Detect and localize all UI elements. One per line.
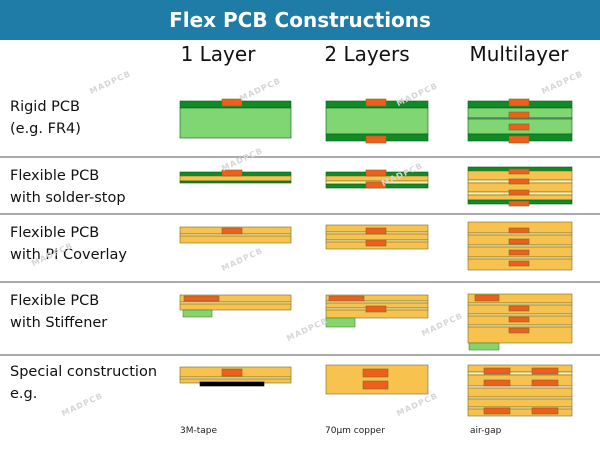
tape-layer (199, 381, 265, 387)
row-label-line: Flexible PCB (10, 225, 100, 241)
row-label-line: with PI Coverlay (10, 247, 127, 263)
stiffener (182, 309, 213, 318)
copper-pad (365, 169, 387, 177)
copper-pad (328, 295, 365, 302)
footnote-70um-copper: 70µm copper (325, 426, 385, 436)
polyimide-layer (467, 387, 573, 398)
column-header-1-layer: 1 Layer (180, 42, 256, 66)
soldermask-layer (179, 180, 292, 184)
copper-pad (221, 98, 243, 107)
row-separator (0, 156, 600, 158)
copper-pad (508, 200, 530, 207)
polyimide-layer (467, 194, 573, 201)
polyimide-layer (325, 175, 429, 182)
copper-pad (365, 227, 387, 235)
adhesive-layer (179, 233, 292, 237)
polyimide-layer (179, 303, 292, 311)
copper-pad (531, 379, 559, 387)
copper-pad (362, 368, 389, 378)
copper-pad (483, 367, 511, 375)
copper-pad (365, 305, 387, 313)
copper-pad (365, 181, 387, 189)
polyimide-layer (467, 326, 573, 344)
copper-pad (508, 189, 530, 196)
polyimide-layer (467, 408, 573, 417)
title-banner: Flex PCB Constructions (0, 0, 600, 40)
polyimide-layer (179, 235, 292, 244)
adhesive-layer (467, 232, 573, 236)
copper-pad (508, 327, 530, 334)
row-label-line: with Stiffener (10, 315, 108, 331)
copper-pad (483, 407, 511, 415)
copper-pad (508, 316, 530, 323)
footnote-3m-tape: 3M-tape (180, 426, 218, 436)
row-label-line: Flexible PCB (10, 168, 100, 184)
row-label-line: with solder-stop (10, 190, 126, 206)
polyimide-layer (325, 233, 429, 241)
rigid-core (179, 107, 292, 139)
polyimide-layer (467, 398, 573, 408)
row-label-line: Rigid PCB (10, 99, 80, 115)
copper-pad (221, 368, 243, 377)
copper-pad (508, 123, 530, 131)
row-label-line: e.g. (10, 386, 38, 402)
copper-pad (362, 380, 389, 390)
copper-pad (508, 135, 530, 144)
stiffener (468, 342, 500, 351)
row-label-line: (e.g. FR4) (10, 121, 81, 137)
copper-pad (365, 98, 387, 107)
copper-pad (508, 178, 530, 185)
copper-pad (483, 379, 511, 387)
row-separator (0, 354, 600, 356)
copper-pad (508, 168, 530, 175)
copper-pad (221, 227, 243, 235)
copper-pad (183, 295, 220, 302)
row-label-stiffener: Flexible PCB with Stiffener (10, 290, 180, 334)
copper-pad (474, 294, 500, 302)
stiffener (325, 317, 356, 328)
copper-pad (365, 135, 387, 144)
copper-pad (508, 227, 530, 234)
column-header-2-layers: 2 Layers (324, 42, 410, 66)
row-separator (0, 213, 600, 215)
copper-pad (221, 169, 243, 177)
row-label-rigid: Rigid PCB (e.g. FR4) (10, 96, 180, 140)
row-label-line: Special construction (10, 364, 158, 380)
row-separator (0, 281, 600, 283)
row-label-special: Special construction e.g. (10, 361, 180, 405)
rigid-core (325, 107, 429, 135)
copper-pad (365, 239, 387, 247)
copper-pad (508, 260, 530, 267)
polyimide-layer (179, 175, 292, 182)
copper-pad (508, 111, 530, 119)
row-label-soldermask: Flexible PCB with solder-stop (10, 165, 180, 209)
copper-pad (508, 249, 530, 256)
adhesive-layer (467, 244, 573, 248)
copper-pad (531, 367, 559, 375)
copper-pad (531, 407, 559, 415)
copper-pad (508, 98, 530, 107)
copper-pad (508, 305, 530, 312)
copper-pad (508, 238, 530, 245)
footnote-air-gap: air-gap (470, 426, 502, 436)
row-label-line: Flexible PCB (10, 293, 100, 309)
row-label-coverlay: Flexible PCB with PI Coverlay (10, 222, 180, 266)
column-header-multilayer: Multilayer (469, 42, 569, 66)
